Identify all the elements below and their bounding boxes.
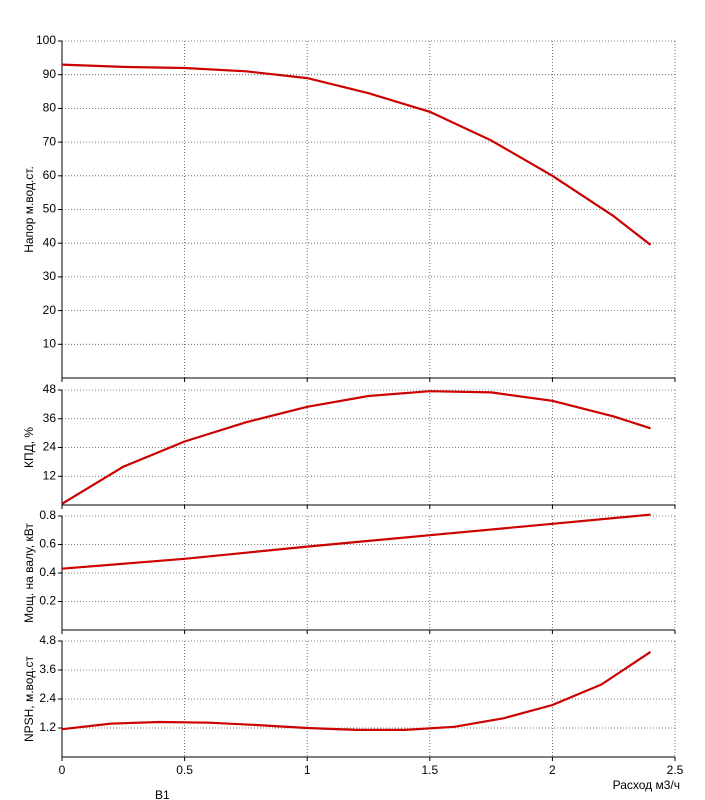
note: В1 (155, 788, 170, 800)
y-tick-label: 50 (43, 202, 57, 216)
y-tick-label: 0.6 (39, 537, 56, 551)
x-tick-label: 0.5 (176, 763, 193, 777)
line (61, 63, 652, 246)
x-axis-label: Расход м3/ч (613, 778, 680, 792)
line (61, 650, 652, 731)
y-tick-label: 100 (36, 33, 56, 47)
y-axis-label: Мощ. на валу, кВт (22, 523, 36, 623)
y-tick-label: 24 (43, 440, 57, 454)
y-tick-label: 0.4 (39, 565, 56, 579)
y-tick-label: 40 (43, 235, 57, 249)
line (61, 513, 651, 570)
y-tick-label: 48 (43, 382, 57, 396)
y-axis-label: КПД, % (22, 427, 36, 468)
y-tick-label: 2.4 (39, 691, 56, 705)
x-tick-label: 1.5 (421, 763, 438, 777)
y-tick-label: 20 (43, 303, 57, 317)
y-axis-label: Напор м.вод.ст. (22, 166, 36, 253)
y-tick-label: 12 (43, 468, 57, 482)
y-tick-label: 80 (43, 101, 57, 115)
y-tick-label: 70 (43, 134, 57, 148)
line (61, 390, 651, 505)
y-tick-label: 3.6 (39, 662, 56, 676)
y-tick-label: 4.8 (39, 633, 56, 647)
y-axis-label: NPSH, м.вод.ст (22, 655, 36, 742)
y-tick-label: 0.2 (39, 594, 56, 608)
x-tick-label: 2 (549, 763, 556, 777)
x-tick-label: 1 (304, 763, 311, 777)
x-tick-label: 2.5 (667, 763, 684, 777)
y-tick-label: 90 (43, 67, 57, 81)
y-tick-label: 0.8 (39, 508, 56, 522)
y-tick-label: 1.2 (39, 720, 56, 734)
y-tick-label: 10 (43, 336, 57, 350)
y-tick-label: 60 (43, 168, 57, 182)
y-tick-label: 30 (43, 269, 57, 283)
x-tick-label: 0 (59, 763, 66, 777)
y-tick-label: 36 (43, 411, 57, 425)
